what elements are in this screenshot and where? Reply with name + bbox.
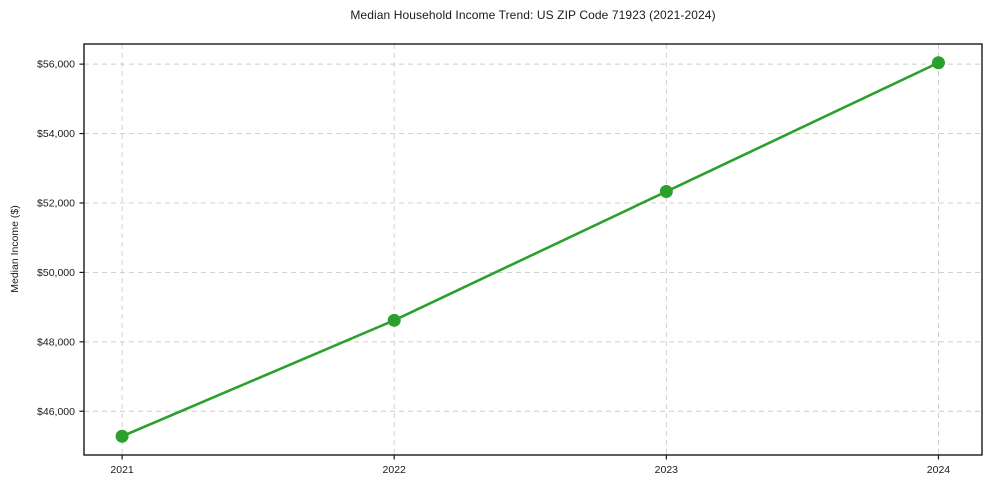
x-tick-label: 2022	[383, 464, 407, 476]
data-point-marker	[931, 56, 945, 70]
y-tick-label: $48,000	[37, 336, 75, 348]
plot-border	[83, 43, 983, 456]
y-axis-label-text: Median Income ($)	[9, 205, 21, 293]
x-tick-label: 2024	[927, 464, 951, 476]
y-tick-label: $54,000	[37, 128, 75, 140]
x-tick-label: 2021	[110, 464, 134, 476]
data-point-marker	[659, 185, 673, 199]
y-tick-label: $52,000	[37, 197, 75, 209]
y-tick-label: $46,000	[37, 406, 75, 418]
y-tick-label: $56,000	[37, 59, 75, 71]
y-tick-label: $50,000	[37, 267, 75, 279]
trend-line	[120, 61, 940, 438]
data-point-marker	[115, 429, 129, 443]
data-point-marker	[387, 313, 401, 327]
x-tick-label: 2023	[655, 464, 679, 476]
chart-title: Median Household Income Trend: US ZIP Co…	[350, 8, 716, 22]
